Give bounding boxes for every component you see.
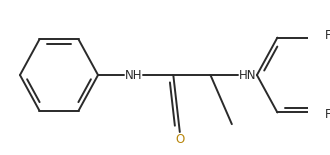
Text: HN: HN <box>239 69 256 82</box>
Text: NH: NH <box>125 69 142 82</box>
Text: F: F <box>325 29 330 42</box>
Text: O: O <box>175 133 184 146</box>
Text: F: F <box>325 108 330 121</box>
